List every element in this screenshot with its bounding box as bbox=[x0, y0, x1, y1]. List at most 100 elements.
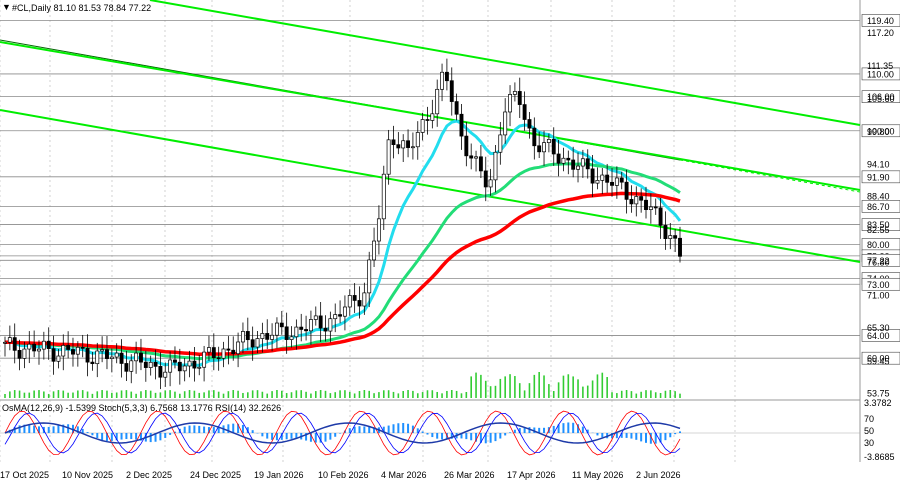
candle-body bbox=[342, 306, 347, 317]
candle-body bbox=[80, 346, 85, 349]
candle-body bbox=[440, 71, 445, 90]
candle-body bbox=[600, 174, 605, 181]
candle-body bbox=[240, 331, 245, 343]
price-tick-label: 71.00 bbox=[867, 291, 890, 301]
channel-line bbox=[149, 0, 861, 126]
candle-body bbox=[381, 173, 386, 220]
volume-bars bbox=[4, 372, 681, 398]
trend-channels bbox=[0, 0, 861, 263]
candle-body bbox=[207, 347, 211, 353]
candle-body bbox=[624, 181, 629, 200]
candle-body bbox=[357, 300, 362, 307]
candle-body bbox=[250, 339, 255, 348]
candle-body bbox=[556, 153, 561, 164]
candle-body bbox=[202, 351, 207, 368]
candle-body bbox=[658, 207, 663, 226]
candle-body bbox=[648, 206, 653, 210]
candle-body bbox=[629, 199, 634, 205]
indicator-tick-label: 50 bbox=[864, 426, 874, 436]
candle-body bbox=[352, 295, 357, 301]
header-expand-icon[interactable]: ▼ bbox=[2, 2, 11, 12]
candle-body bbox=[459, 113, 464, 137]
horizontal-levels: 119.40110.00106.00100.0091.9086.7083.508… bbox=[0, 14, 900, 365]
candle-body bbox=[66, 345, 71, 350]
candle-body bbox=[653, 206, 658, 209]
candle-body bbox=[46, 340, 51, 349]
candle-body bbox=[386, 139, 391, 175]
candle-body bbox=[333, 314, 338, 320]
candle-body bbox=[483, 170, 488, 188]
candle-body bbox=[114, 352, 119, 358]
candle-body bbox=[245, 331, 250, 341]
candle-body bbox=[391, 139, 396, 146]
candle-body bbox=[27, 343, 32, 350]
candle-body bbox=[396, 144, 401, 149]
candle-body bbox=[32, 343, 37, 352]
candle-body bbox=[124, 363, 129, 372]
candle-body bbox=[347, 295, 352, 308]
price-tick-label: 105.60 bbox=[867, 94, 895, 104]
candle-body bbox=[444, 71, 449, 82]
stoch-signal-line bbox=[4, 412, 681, 454]
level-box bbox=[861, 218, 900, 231]
channel-line bbox=[0, 41, 861, 191]
candle-body bbox=[173, 359, 177, 363]
candle-body bbox=[673, 235, 678, 239]
candle-body bbox=[663, 225, 668, 239]
price-tick-label: 82.55 bbox=[867, 225, 890, 235]
level-label: 106.00 bbox=[867, 92, 895, 102]
candle-body bbox=[148, 361, 153, 368]
candle-body bbox=[522, 104, 527, 120]
time-axis-label: 10 Feb 2026 bbox=[318, 470, 369, 480]
candle-body bbox=[610, 181, 614, 186]
level-box bbox=[861, 14, 900, 27]
price-tick-label: 76.80 bbox=[867, 258, 890, 268]
candle-body bbox=[163, 371, 168, 378]
level-box bbox=[861, 124, 900, 138]
candle-body bbox=[517, 91, 522, 105]
candle-body bbox=[134, 352, 139, 362]
level-box bbox=[861, 253, 900, 267]
symbol-header: #CL,Daily 81.10 81.53 78.84 77.22 bbox=[12, 3, 151, 13]
candle-body bbox=[469, 155, 474, 159]
candle-body bbox=[372, 240, 377, 261]
price-tick-label: 65.30 bbox=[867, 323, 890, 333]
moving-averages bbox=[4, 119, 682, 367]
level-label: 60.00 bbox=[867, 354, 890, 364]
level-box bbox=[861, 170, 900, 184]
stoch-main-line bbox=[4, 410, 681, 456]
candle-body bbox=[406, 140, 411, 148]
candle-body bbox=[61, 345, 66, 357]
candle-body bbox=[304, 329, 309, 332]
indicator-tick-label: 30 bbox=[864, 438, 874, 448]
time-axis-label: 17 Apr 2026 bbox=[507, 470, 556, 480]
candle-body bbox=[619, 177, 624, 183]
candle-body bbox=[614, 177, 619, 186]
candle-body bbox=[109, 356, 114, 359]
candle-body bbox=[576, 165, 580, 170]
candle-body bbox=[265, 333, 270, 340]
time-axis-label: 2 Jun 2026 bbox=[636, 470, 681, 480]
candle-body bbox=[236, 341, 241, 355]
candle-body bbox=[498, 134, 503, 153]
level-label: 110.00 bbox=[867, 69, 894, 79]
candle-body bbox=[542, 142, 546, 153]
candle-body bbox=[119, 352, 124, 364]
candle-body bbox=[571, 159, 576, 170]
candle-body bbox=[401, 140, 406, 149]
candle-body bbox=[12, 337, 17, 351]
candle-body bbox=[503, 111, 508, 136]
candle-body bbox=[605, 174, 610, 183]
candle-body bbox=[139, 352, 143, 363]
candle-body bbox=[168, 359, 173, 373]
candle-body bbox=[226, 348, 231, 351]
candle-body bbox=[294, 326, 299, 338]
candle-body bbox=[289, 336, 294, 340]
candle-body bbox=[493, 151, 498, 181]
price-tick-label: 88.40 bbox=[867, 192, 890, 202]
channel-line bbox=[0, 109, 861, 263]
level-label: 77.22 bbox=[867, 256, 890, 266]
candle-body bbox=[216, 357, 221, 360]
